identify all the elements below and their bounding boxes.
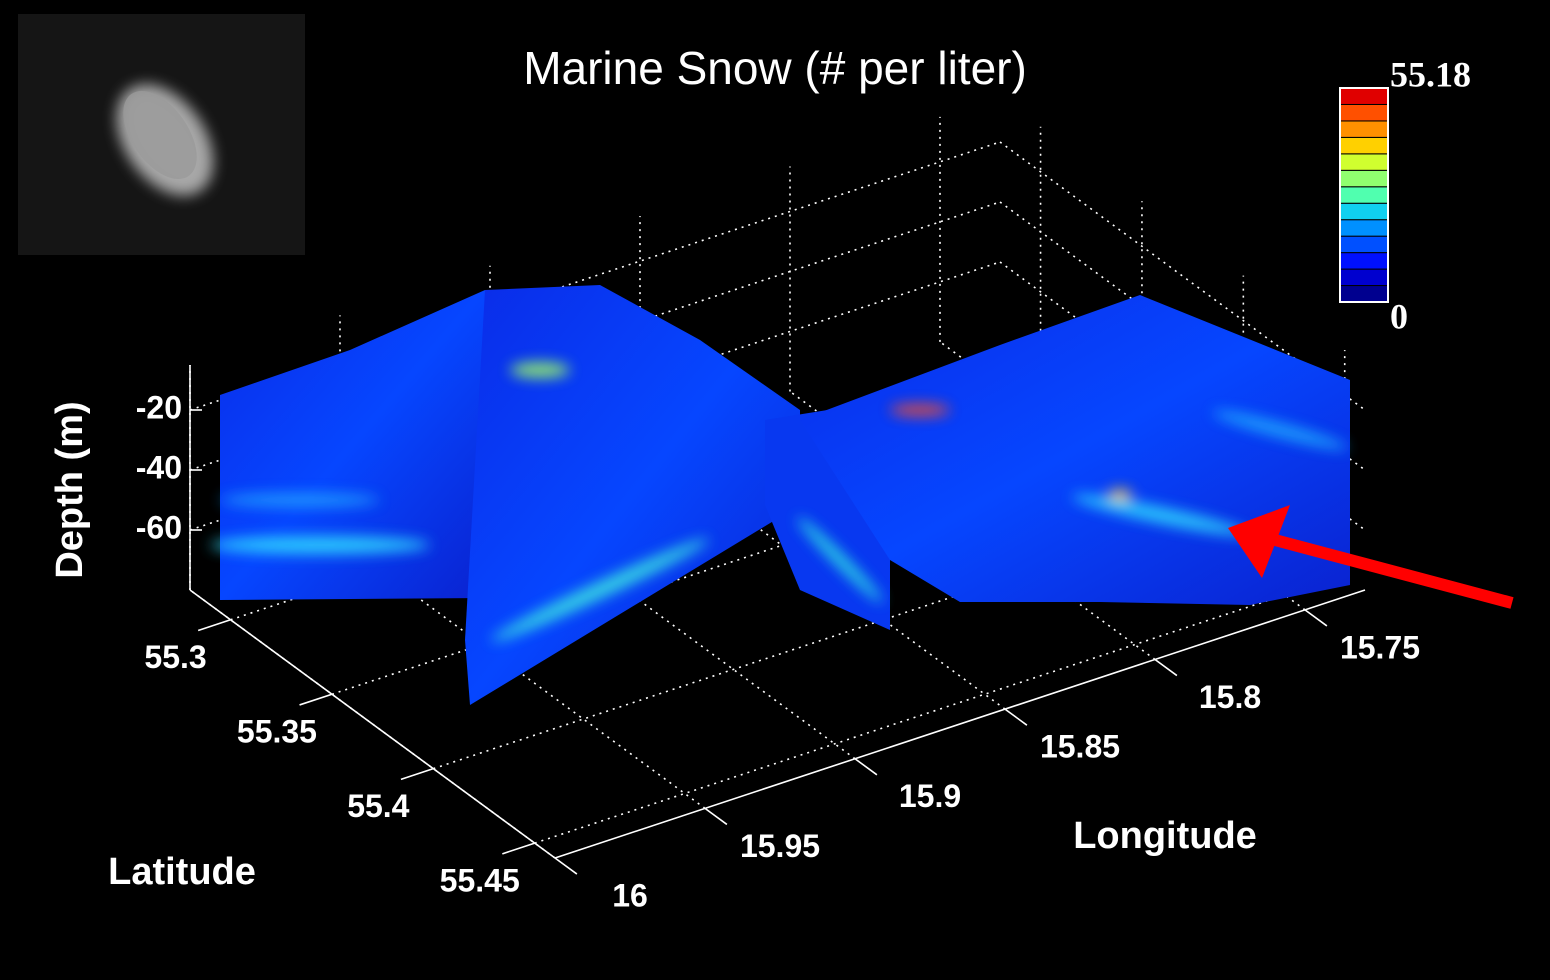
- x-tick-label: 15.9: [899, 778, 961, 814]
- colorbar-step: [1340, 104, 1388, 120]
- z-tick-label: -60: [136, 509, 182, 545]
- colorbar-step: [1340, 187, 1388, 203]
- y-tick-label: 55.35: [237, 714, 317, 750]
- x-tick-label: 15.85: [1040, 729, 1120, 765]
- colorbar-label: 0: [1390, 296, 1408, 336]
- x-tick-label: 16: [612, 877, 648, 913]
- x-tick-label: 15.75: [1340, 629, 1420, 665]
- colorbar-step: [1340, 170, 1388, 186]
- y-axis-label: Latitude: [108, 851, 256, 893]
- colorbar-step: [1340, 121, 1388, 137]
- colorbar-step: [1340, 203, 1388, 219]
- z-tick-label: -20: [136, 389, 182, 425]
- colorbar-step: [1340, 236, 1388, 252]
- colorbar-label: 55.18: [1390, 54, 1471, 94]
- y-tick-label: 55.4: [347, 788, 409, 824]
- colorbar-step: [1340, 269, 1388, 285]
- inset-photo: [18, 14, 305, 255]
- chart-title: Marine Snow (# per liter): [523, 42, 1027, 94]
- colorbar-step: [1340, 286, 1388, 302]
- x-tick-label: 15.95: [740, 828, 820, 864]
- y-tick-label: 55.3: [144, 639, 206, 675]
- x-axis-label: Longitude: [1073, 815, 1257, 857]
- colorbar-step: [1340, 154, 1388, 170]
- x-tick-label: 15.8: [1199, 679, 1261, 715]
- colorbar-step: [1340, 88, 1388, 104]
- z-axis-label: Depth (m): [49, 401, 91, 578]
- colorbar-step: [1340, 220, 1388, 236]
- colorbar-step: [1340, 253, 1388, 269]
- z-tick-label: -40: [136, 449, 182, 485]
- chart: 0 55.18 Marine Snow (# per liter) Longitu…: [0, 0, 1550, 980]
- colorbar-step: [1340, 137, 1388, 153]
- y-tick-label: 55.45: [440, 863, 520, 899]
